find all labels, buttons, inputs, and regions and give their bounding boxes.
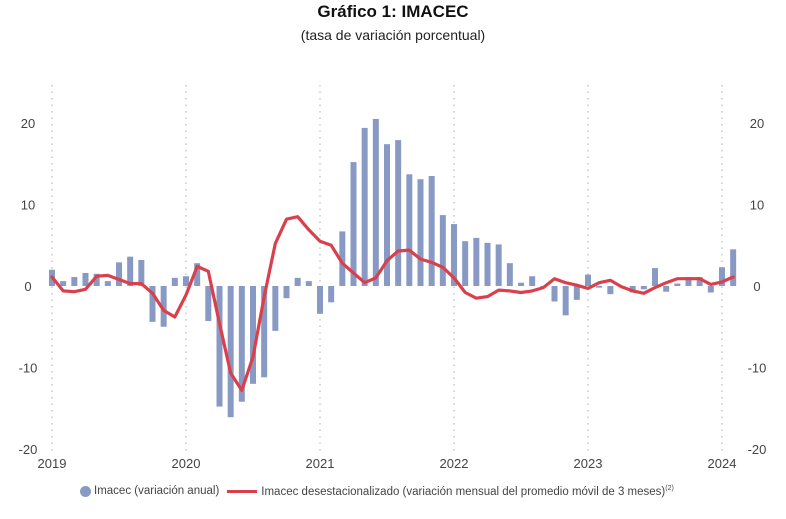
y-tick-label-left: 20: [21, 116, 35, 131]
bar: [607, 286, 614, 295]
legend-bar-label: Imacec (variación anual): [94, 485, 220, 498]
bar: [283, 286, 290, 299]
bar: [585, 274, 591, 286]
bar: [71, 277, 78, 286]
bar: [730, 249, 737, 286]
bar: [104, 281, 111, 286]
bar: [395, 140, 402, 286]
bar: [417, 179, 424, 286]
y-tick-label-right: -20: [748, 442, 767, 457]
bar: [707, 286, 714, 293]
bar: [294, 277, 301, 286]
chart-subtitle: (tasa de variación porcentual): [300, 27, 486, 43]
bar: [696, 277, 703, 286]
bar: [551, 286, 558, 302]
bar: [685, 277, 692, 286]
y-tick-label-right: 20: [750, 116, 764, 131]
bar: [484, 242, 491, 286]
y-tick-label-right: 10: [750, 198, 764, 213]
bar: [495, 244, 502, 286]
bar: [384, 144, 390, 286]
bar: [596, 286, 603, 288]
legend-line-label: Imacec desestacionalizado (variación men…: [261, 485, 674, 498]
bar: [116, 262, 122, 286]
y-tick-label-left: 10: [21, 198, 35, 213]
legend-line-marker: [227, 489, 258, 493]
bar: [506, 263, 513, 286]
line-series: [50, 215, 735, 392]
bar: [428, 175, 435, 286]
bar: [451, 224, 457, 286]
bar: [317, 286, 323, 314]
bar: [652, 268, 658, 286]
bar: [573, 286, 580, 300]
bar: [562, 286, 569, 316]
bar: [205, 286, 212, 322]
x-tick-label: 2019: [38, 456, 67, 471]
y-tick-label-left: 0: [24, 279, 31, 294]
bar: [171, 277, 178, 286]
bar: [82, 272, 89, 286]
bar: [127, 256, 134, 286]
y-tick-label-left: -20: [19, 442, 38, 457]
bar: [160, 286, 167, 327]
bar: [138, 259, 145, 286]
y-tick-label-left: -10: [19, 361, 38, 376]
x-tick-label: 2024: [708, 456, 737, 471]
bar: [261, 286, 268, 378]
bar: [372, 118, 379, 286]
bar: [529, 276, 536, 286]
bar: [305, 281, 312, 286]
bar: [238, 286, 245, 402]
bar: [328, 286, 335, 303]
bar: [640, 286, 647, 290]
bar: [439, 215, 446, 286]
bar: [674, 283, 681, 286]
x-tick-label: 2022: [440, 456, 469, 471]
bar: [93, 273, 100, 286]
bar: [272, 286, 279, 331]
x-tick-label: 2021: [306, 456, 335, 471]
bar: [518, 282, 524, 286]
y-tick-label-right: -10: [748, 361, 767, 376]
bar: [250, 286, 256, 384]
bar: [149, 286, 156, 322]
bar: [406, 174, 413, 286]
bar: [663, 286, 670, 292]
legend-bar-marker: [80, 485, 91, 497]
y-tick-label-right: 0: [753, 279, 760, 294]
bar: [60, 281, 67, 286]
legend: Imacec (variación anual) Imacec desestac…: [80, 485, 674, 498]
bar: [339, 231, 346, 286]
bar: [462, 241, 469, 286]
bar: [361, 127, 368, 286]
chart-title: Gráfico 1: IMACEC: [317, 2, 469, 21]
bar: [194, 263, 201, 286]
bar: [183, 276, 189, 286]
bar: [473, 237, 480, 286]
x-tick-label: 2023: [574, 456, 603, 471]
bar: [227, 286, 234, 418]
bar: [216, 286, 223, 407]
x-tick-label: 2020: [172, 456, 201, 471]
bar: [350, 162, 357, 286]
bar: [719, 267, 725, 286]
